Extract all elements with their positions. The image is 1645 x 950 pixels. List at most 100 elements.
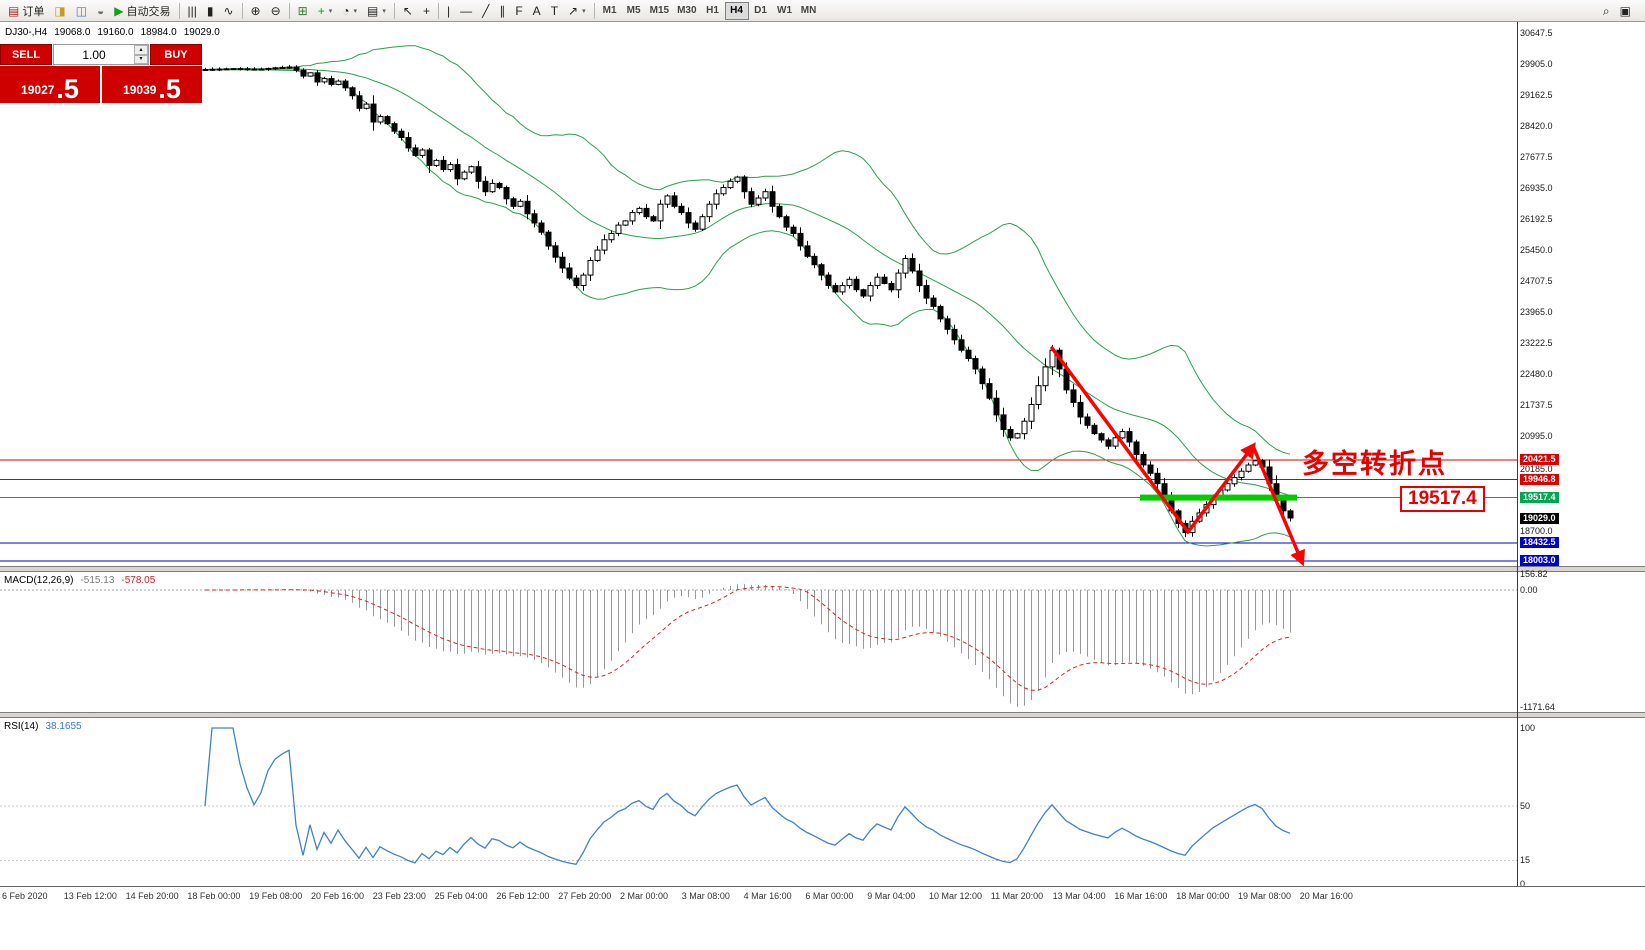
panel-splitter[interactable]: [0, 566, 1645, 572]
time-label: 16 Mar 16:00: [1114, 891, 1168, 901]
price-level-marker: 18432.5: [1520, 537, 1559, 549]
search-button[interactable]: ⌕: [1598, 1, 1615, 21]
price-tick: 27677.5: [1520, 151, 1553, 162]
new-chart-button[interactable]: ◨: [49, 1, 70, 21]
price-level-marker: 20421.5: [1520, 454, 1559, 466]
timeframe-button-m5[interactable]: M5: [622, 2, 646, 20]
timeframe-button-m15[interactable]: M15: [646, 2, 673, 20]
macd-indicator-label: MACD(12,26,9) -515.13 -578.05: [4, 575, 155, 586]
timeframe-button-w1[interactable]: W1: [773, 2, 797, 20]
turning-point-annotation[interactable]: 多空转折点: [1302, 449, 1447, 479]
timeframe-button-h1[interactable]: H1: [701, 2, 725, 20]
price-tick: 26935.0: [1520, 182, 1553, 193]
sell-price-big-digit: .5: [56, 74, 79, 105]
profiles-icon: ◫: [75, 3, 88, 18]
price-tick: 26192.5: [1520, 213, 1553, 224]
symbol-period-label: DJ30-,H4: [5, 27, 48, 38]
sell-button[interactable]: SELL: [0, 44, 52, 65]
time-label: 11 Mar 20:00: [990, 891, 1044, 901]
profiles-button[interactable]: ◫: [71, 1, 92, 21]
tile-windows-button[interactable]: ⊞: [293, 1, 313, 21]
zoom-out-icon: ⊖: [270, 3, 281, 18]
price-tick: 29905.0: [1520, 58, 1553, 69]
time-label: 13 Mar 04:00: [1052, 891, 1106, 901]
rsi-panel[interactable]: [0, 718, 1518, 886]
toolbar-separator: [288, 2, 290, 19]
volume-up-button[interactable]: ▴: [134, 45, 148, 55]
channel-button[interactable]: ∥: [494, 1, 510, 21]
price-axis-border: [1517, 22, 1518, 886]
vertical-line-button[interactable]: |: [442, 1, 455, 21]
buy-price[interactable]: 19039 .5: [102, 66, 202, 103]
buy-price-big-digit: .5: [158, 74, 181, 105]
crosshair-button[interactable]: +: [418, 1, 435, 21]
indicators-icon: +: [317, 3, 325, 18]
time-label: 26 Feb 12:00: [496, 891, 550, 901]
zoom-out-button[interactable]: ⊖: [266, 1, 286, 21]
volume-input[interactable]: [54, 45, 134, 64]
toolbar-separator: [241, 2, 243, 19]
rsi-value: 38.1655: [45, 721, 82, 732]
trendline-button[interactable]: ╱: [477, 1, 494, 21]
periods-button[interactable]: ◔ ▾: [337, 1, 362, 21]
time-label: 27 Feb 20:00: [558, 891, 612, 901]
text-icon: A: [532, 3, 541, 18]
rsi-tick: 0: [1520, 878, 1526, 889]
volume-down-button[interactable]: ▾: [134, 54, 148, 64]
timeframe-button-m30[interactable]: M30: [673, 2, 700, 20]
new-chart-icon: ◨: [54, 3, 66, 18]
chevron-down-icon: ▾: [353, 7, 358, 15]
timeframe-button-mn[interactable]: MN: [797, 2, 821, 20]
indicators-button[interactable]: + ▾: [313, 1, 338, 21]
arrows-button[interactable]: ↗ ▾: [563, 1, 591, 21]
level-annotation-label[interactable]: 19517.4: [1400, 486, 1485, 512]
timeframe-button-m1[interactable]: M1: [598, 2, 622, 20]
price-tick: 20995.0: [1520, 430, 1553, 441]
timeframe-button-d1[interactable]: D1: [749, 2, 773, 20]
timeframe-button-h4[interactable]: H4: [724, 1, 749, 20]
time-label: 23 Feb 23:00: [372, 891, 426, 901]
main-chart[interactable]: [0, 22, 1518, 566]
templates-button[interactable]: ▤ ▾: [362, 1, 391, 21]
toolbar-separator: [393, 2, 395, 19]
price-axis[interactable]: 30647.5 29905.0 29162.5 28420.0 27677.5 26935…: [1518, 0, 1645, 908]
price-tick: 23965.0: [1520, 306, 1553, 317]
time-label: 20 Feb 16:00: [311, 891, 365, 901]
horizontal-line-button[interactable]: —: [455, 1, 477, 21]
price-tick: 18700.0: [1520, 526, 1553, 537]
time-label: 9 Mar 04:00: [867, 891, 916, 901]
autotrading-button[interactable]: ▶ 自动交易: [109, 1, 175, 21]
macd-title: MACD(12,26,9): [4, 575, 74, 586]
fibonacci-button[interactable]: F: [510, 1, 527, 21]
macd-panel[interactable]: [0, 572, 1518, 712]
chart-ohlc-header: DJ30-,H4 19068.0 19160.0 18984.0 19029.0: [5, 27, 220, 38]
new-order-icon: ▤: [8, 3, 20, 18]
time-axis[interactable]: 6 Feb 2020 13 Feb 12:00 14 Feb 20:00 18 Feb…: [0, 886, 1645, 908]
arrows-icon: ↗: [568, 3, 579, 18]
line-chart-button[interactable]: ∿: [218, 1, 238, 21]
layout-button[interactable]: ▣: [1615, 1, 1636, 21]
line-chart-icon: ∿: [223, 3, 234, 18]
buy-button[interactable]: BUY: [150, 44, 202, 65]
panel-splitter[interactable]: [0, 712, 1645, 718]
zoom-in-button[interactable]: ⊕: [246, 1, 266, 21]
time-label: 6 Feb 2020: [2, 891, 48, 901]
bar-chart-button[interactable]: |||: [183, 1, 202, 21]
new-order-button[interactable]: ▤ 订单: [3, 1, 49, 21]
price-tick: 24707.5: [1520, 275, 1553, 286]
label-button[interactable]: T: [546, 1, 563, 21]
sell-price[interactable]: 19027 .5: [0, 66, 100, 103]
price-tick: 25450.0: [1520, 244, 1553, 255]
candlestick-chart-button[interactable]: ▮: [202, 1, 219, 21]
toolbar-right: ⌕ ▣: [1598, 1, 1636, 21]
data-window-button[interactable]: ◒: [92, 1, 109, 21]
text-button[interactable]: A: [528, 1, 546, 21]
price-tick: 29162.5: [1520, 89, 1553, 100]
autotrading-button-label: 自动交易: [126, 5, 171, 18]
crosshair-icon: +: [422, 3, 430, 18]
price-level-marker: 19946.8: [1520, 474, 1559, 486]
price-level-marker: 19029.0: [1520, 512, 1559, 524]
cursor-button[interactable]: ↖: [398, 1, 418, 21]
time-label: 2 Mar 00:00: [620, 891, 669, 901]
